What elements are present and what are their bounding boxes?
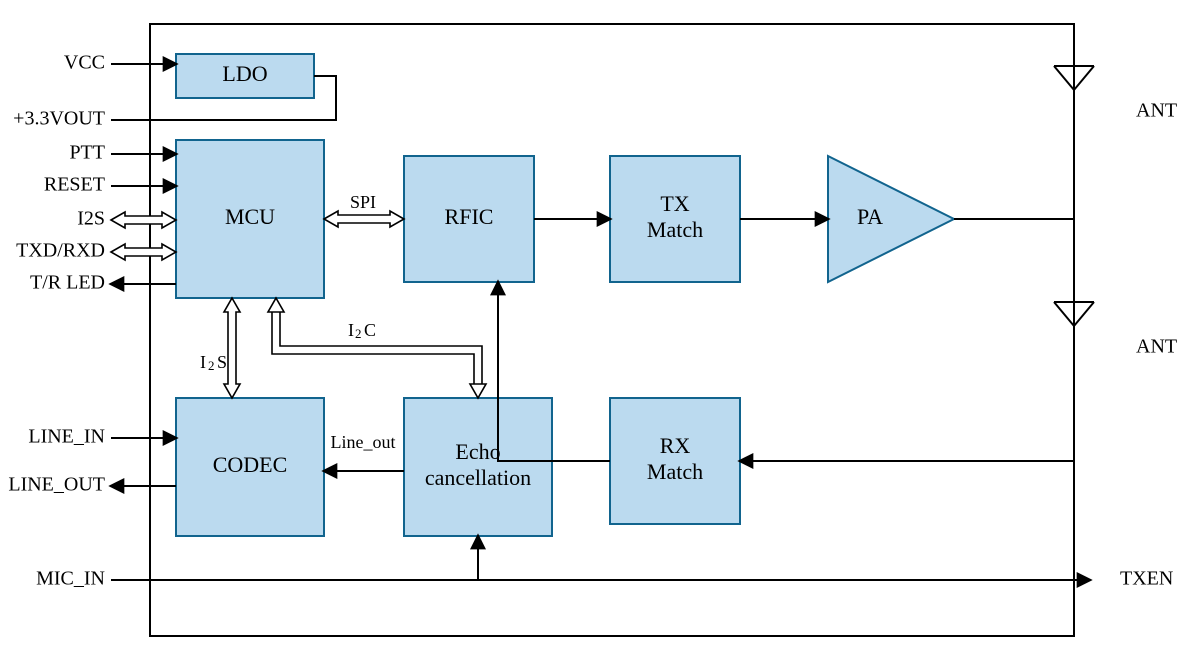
pin-label-micin: MIC_IN xyxy=(36,568,105,590)
label-ant1: ANT xyxy=(1136,100,1177,122)
pin-label-t/r led: T/R LED xyxy=(30,272,105,294)
lineout-label: Line_out xyxy=(331,432,396,452)
rx-match-block-label: Match xyxy=(647,459,703,484)
pin-label-reset: RESET xyxy=(44,174,105,196)
tx-match-block-label: TX xyxy=(660,191,689,216)
i2c-label: I xyxy=(348,320,354,340)
pa-label: PA xyxy=(857,204,883,229)
system-border xyxy=(150,24,1074,636)
pin-label-ptt: PTT xyxy=(69,142,105,164)
i2c-label: C xyxy=(364,320,376,340)
i2s-label: S xyxy=(217,352,227,372)
i2s-label: I xyxy=(200,352,206,372)
label-txen: TXEN xyxy=(1120,568,1173,590)
pin-label-txd/rxd: TXD/RXD xyxy=(16,240,105,262)
pin-label-vcc: VCC xyxy=(64,52,105,74)
i2s-bus xyxy=(224,298,240,398)
block-diagram: LDOMCURFICTXMatchCODECEchocancellationRX… xyxy=(0,0,1196,660)
rfic-block-label: RFIC xyxy=(445,204,494,229)
pa-block xyxy=(828,156,954,282)
pin-label-i2s: I2S xyxy=(77,208,105,230)
pin-txd/rxd xyxy=(111,244,176,260)
i2c-label: 2 xyxy=(355,326,362,341)
spi-bus xyxy=(324,211,404,227)
pin-label-lineout: LINE_OUT xyxy=(8,474,105,496)
pin-i2s xyxy=(111,212,176,228)
spi-label: SPI xyxy=(350,192,376,212)
i2c-bus xyxy=(268,298,486,398)
pin-label-33vout: +3.3VOUT xyxy=(13,108,105,130)
echo-block-label: cancellation xyxy=(425,465,531,490)
ldo-block-label: LDO xyxy=(222,61,267,86)
tx-match-block-label: Match xyxy=(647,217,703,242)
mcu-block-label: MCU xyxy=(225,204,275,229)
i2s-label: 2 xyxy=(208,358,215,373)
rx-match-block-label: RX xyxy=(660,433,691,458)
codec-block-label: CODEC xyxy=(213,452,288,477)
label-ant2: ANT xyxy=(1136,336,1177,358)
pin-micin xyxy=(111,536,478,580)
echo-block-label: Echo xyxy=(455,439,500,464)
pin-label-linein: LINE_IN xyxy=(28,426,105,448)
